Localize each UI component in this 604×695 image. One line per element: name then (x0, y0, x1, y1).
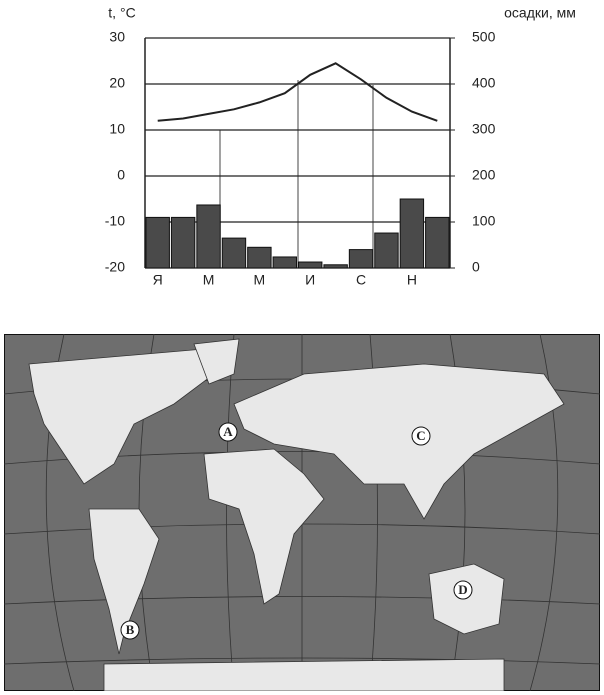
marker (218, 422, 238, 442)
y-tick-label: 0 (117, 167, 125, 183)
bar (323, 264, 348, 269)
marker-label: C (416, 428, 425, 443)
x-tick-label: И (305, 272, 315, 288)
marker (120, 620, 140, 640)
marker-label: B (126, 622, 135, 637)
continents (28, 338, 565, 691)
bar (170, 216, 196, 269)
x-tick-label: Я (153, 272, 163, 288)
world-map: A B C D (4, 334, 600, 691)
bar (272, 256, 298, 269)
bar (247, 246, 272, 269)
bar (399, 198, 425, 269)
bar (348, 249, 374, 269)
y-tick-label: -10 (105, 213, 125, 229)
bar (298, 261, 323, 269)
y-tick-label: 30 (109, 29, 125, 45)
bar (145, 216, 170, 269)
marker-label: A (223, 424, 233, 439)
y2-tick-label: 500 (472, 29, 496, 45)
y2-axis-label: осадки, мм (504, 5, 576, 21)
y2-tick-label: 400 (472, 75, 496, 91)
y2-tick-label: 300 (472, 121, 496, 137)
y-axis-label: t, °C (108, 5, 135, 21)
bar (196, 204, 221, 269)
y2-tick-label: 0 (472, 259, 480, 275)
climatogram: t, °C осадки, мм -20-1001020300100200300… (105, 5, 576, 288)
y-tick-label: 20 (109, 75, 125, 91)
marker (453, 580, 473, 600)
y2-tick-label: 200 (472, 167, 496, 183)
x-tick-label: М (254, 272, 266, 288)
y-tick-label: 10 (109, 121, 125, 137)
x-tick-label: Н (407, 272, 417, 288)
x-tick-label: М (203, 272, 215, 288)
bar (374, 232, 399, 269)
marker (411, 426, 431, 446)
marker-label: D (458, 582, 467, 597)
y2-tick-label: 100 (472, 213, 496, 229)
map-markers: A B C D (120, 422, 473, 640)
y-tick-label: -20 (105, 259, 125, 275)
bar (221, 237, 247, 269)
temperature-line (157, 62, 438, 122)
bar (425, 216, 450, 269)
x-tick-label: С (356, 272, 366, 288)
